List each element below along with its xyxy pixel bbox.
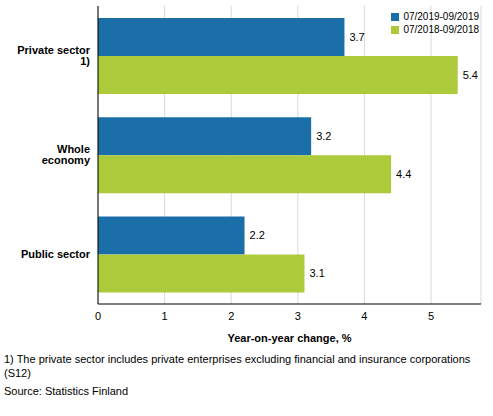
svg-text:3: 3: [295, 310, 301, 322]
svg-text:3.7: 3.7: [349, 31, 364, 43]
svg-text:Wholeeconomy: Wholeeconomy: [42, 143, 91, 166]
html-text:Source: Statistics Finland: Source: Statistics Finland: [4, 385, 129, 397]
html-text:1) The private sector includes: 1) The private sector includes private e…: [4, 353, 471, 379]
svg-text:2.2: 2.2: [250, 229, 265, 241]
svg-text:3.1: 3.1: [309, 267, 324, 279]
svg-text:3.2: 3.2: [316, 130, 331, 142]
html-text:07/2019-09/2019: 07/2019-09/2019: [403, 11, 479, 22]
svg-text:Private sector1): Private sector1): [17, 44, 90, 67]
svg-text:5: 5: [428, 310, 434, 322]
svg-text:Public sector: Public sector: [21, 248, 91, 260]
svg-text:Year-on-year change, %: Year-on-year change, %: [227, 332, 351, 344]
svg-text:2: 2: [228, 310, 234, 322]
svg-text:4: 4: [361, 310, 367, 322]
svg-text:5.4: 5.4: [463, 69, 478, 81]
svg-text:1: 1: [162, 310, 168, 322]
svg-text:0: 0: [95, 310, 101, 322]
html-text:07/2018-09/2018: 07/2018-09/2018: [403, 24, 479, 35]
svg-text:4.4: 4.4: [396, 168, 411, 180]
